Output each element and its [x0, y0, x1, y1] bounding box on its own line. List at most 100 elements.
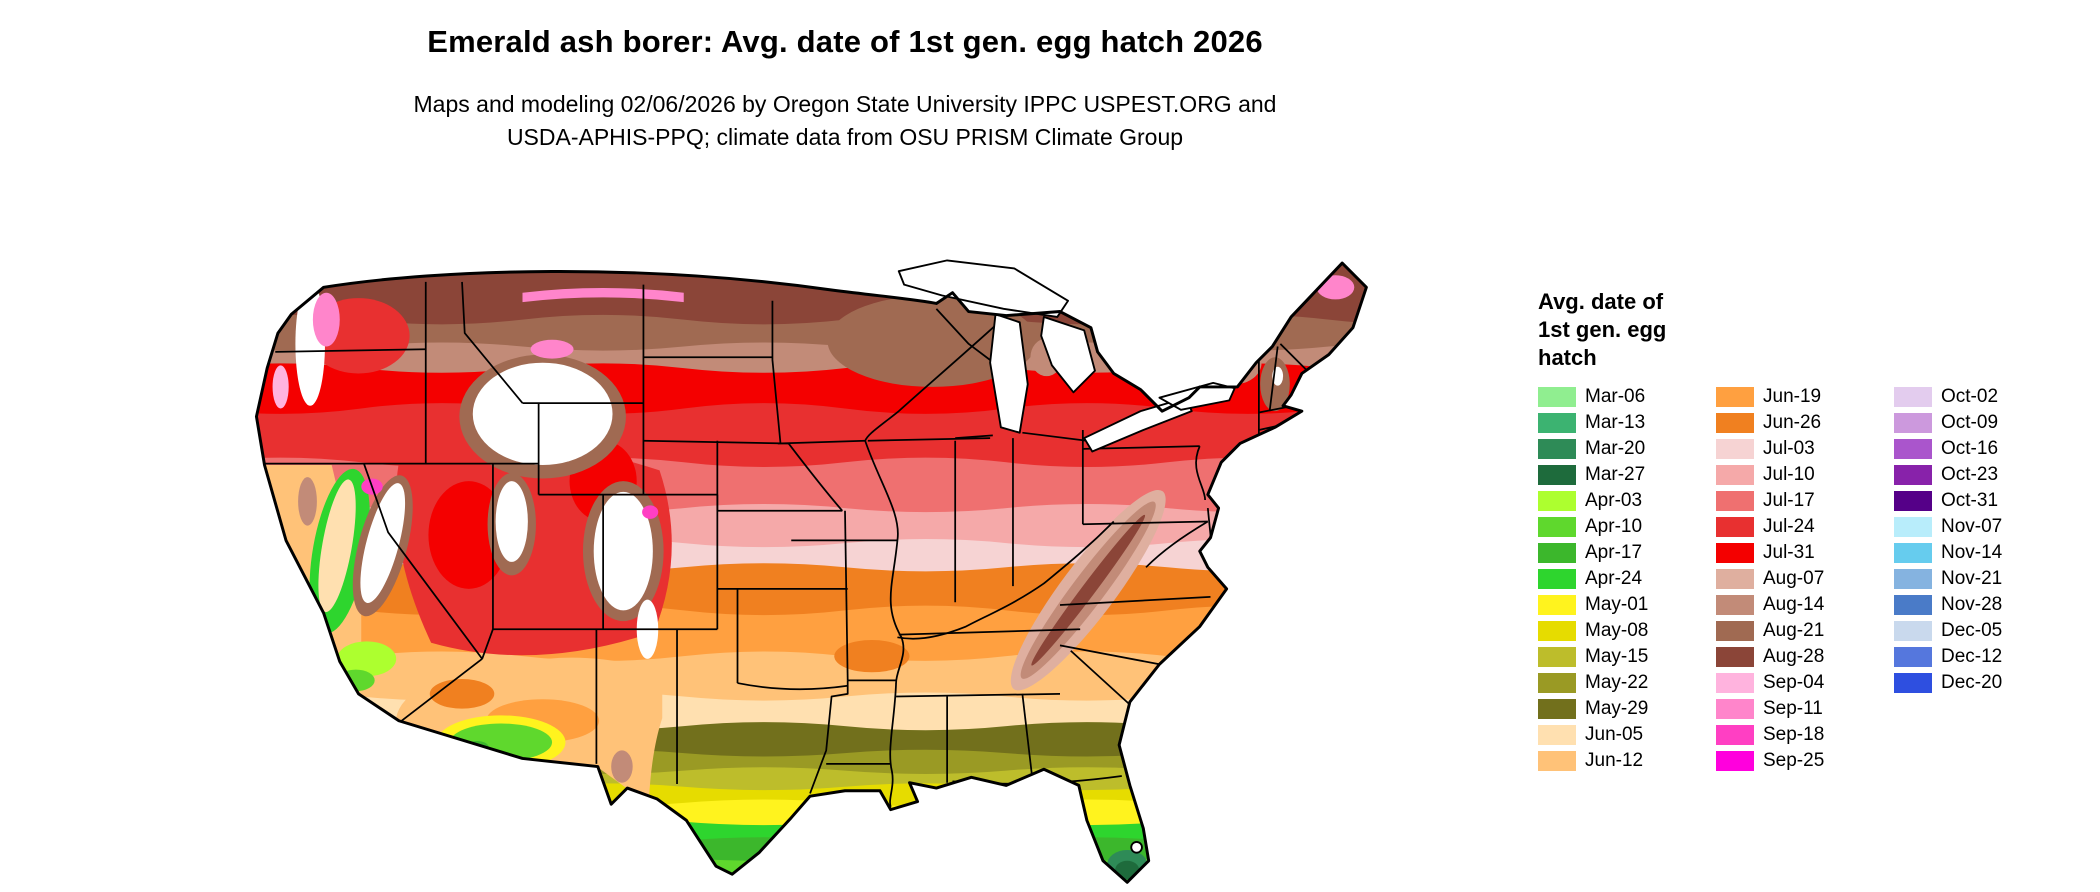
- band-may-08: [256, 783, 1367, 883]
- legend-label: Jun-05: [1585, 724, 1644, 745]
- legend-item: Mar-06: [1538, 384, 1716, 410]
- legend-column: Jun-19 Jun-26 Jul-03 Jul-10 Jul-17 Jul-24 Jul-…: [1716, 384, 1894, 774]
- legend-swatch: [1716, 595, 1754, 615]
- state-borders: [259, 281, 1314, 808]
- legend-label: Aug-07: [1763, 568, 1825, 589]
- band-apr-10: [256, 855, 1367, 883]
- legend-item: Sep-04: [1716, 670, 1894, 696]
- band-apr-17: [256, 837, 1367, 883]
- legend-label: Jun-19: [1763, 386, 1822, 407]
- legend-item: Mar-13: [1538, 410, 1716, 436]
- legend-swatch: [1538, 491, 1576, 511]
- legend-item: Oct-31: [1894, 488, 2072, 514]
- maine-pink-patch: [1316, 275, 1355, 300]
- legend-label: Jun-26: [1763, 412, 1822, 433]
- sierra-snow: [360, 483, 406, 604]
- band-may-01: [256, 799, 1367, 883]
- us-outline: [254, 261, 1368, 884]
- legend-swatch: [1894, 673, 1932, 693]
- legend-item: Mar-27: [1538, 462, 1716, 488]
- legend-label: May-08: [1585, 620, 1649, 641]
- legend-swatch: [1894, 543, 1932, 563]
- legend-label: Sep-25: [1763, 750, 1825, 771]
- legend-swatch: [1716, 387, 1754, 407]
- legend-label: Nov-14: [1941, 542, 2003, 563]
- colorado-rockies-snow: [593, 491, 653, 611]
- legend-item: Nov-07: [1894, 514, 2072, 540]
- legend-item: Oct-09: [1894, 410, 2072, 436]
- legend-label: Sep-18: [1763, 724, 1825, 745]
- legend-item: Dec-05: [1894, 618, 2072, 644]
- legend-swatch: [1716, 621, 1754, 641]
- legend-item: Oct-16: [1894, 436, 2072, 462]
- legend-swatch: [1894, 491, 1932, 511]
- legend-item: Mar-20: [1538, 436, 1716, 462]
- lake-okeechobee: [1130, 840, 1143, 854]
- lake-huron: [1040, 315, 1096, 394]
- legend-swatch: [1716, 569, 1754, 589]
- legend-swatch: [1538, 725, 1576, 745]
- map-legend: Avg. date of 1st gen. egg hatch Mar-06 Ma…: [1538, 288, 2098, 774]
- legend-item: Oct-02: [1894, 384, 2072, 410]
- legend-label: Nov-28: [1941, 594, 2003, 615]
- legend-swatch: [1716, 413, 1754, 433]
- legend-swatch: [1538, 595, 1576, 615]
- legend-label: Jul-03: [1763, 438, 1815, 459]
- legend-swatch: [1538, 647, 1576, 667]
- legend-columns: Mar-06 Mar-13 Mar-20 Mar-27 Apr-03 Apr-10 Apr-…: [1538, 384, 2098, 774]
- band-apr-24: [256, 818, 1367, 883]
- legend-item: Aug-21: [1716, 618, 1894, 644]
- legend-label: Mar-06: [1585, 386, 1646, 407]
- legend-item: Apr-24: [1538, 566, 1716, 592]
- legend-title-line-3: hatch: [1538, 345, 1597, 370]
- legend-label: May-22: [1585, 672, 1649, 693]
- map-attribution: Maps and modeling 02/06/2026 by Oregon S…: [140, 88, 1550, 154]
- legend-item: May-01: [1538, 592, 1716, 618]
- legend-label: Dec-12: [1941, 646, 2003, 667]
- legend-swatch: [1538, 517, 1576, 537]
- legend-swatch: [1716, 465, 1754, 485]
- legend-label: Oct-09: [1941, 412, 1999, 433]
- ozarks-patch: [834, 640, 910, 673]
- legend-label: Mar-20: [1585, 438, 1646, 459]
- legend-label: Nov-07: [1941, 516, 2003, 537]
- legend-label: Aug-21: [1763, 620, 1825, 641]
- legend-swatch: [1716, 491, 1754, 511]
- legend-item: Jul-03: [1716, 436, 1894, 462]
- legend-item: Dec-12: [1894, 644, 2072, 670]
- legend-item: Nov-28: [1894, 592, 2072, 618]
- legend-swatch: [1894, 413, 1932, 433]
- legend-item: Sep-25: [1716, 748, 1894, 774]
- legend-column: Oct-02 Oct-09 Oct-16 Oct-23 Oct-31 Nov-07 Nov-…: [1894, 384, 2072, 774]
- legend-item: Jul-17: [1716, 488, 1894, 514]
- legend-swatch: [1538, 439, 1576, 459]
- legend-swatch: [1538, 387, 1576, 407]
- legend-item: Jun-19: [1716, 384, 1894, 410]
- north-woods-patch: [827, 295, 1038, 387]
- legend-item: Jun-05: [1538, 722, 1716, 748]
- band-may-15: [256, 767, 1367, 883]
- legend-label: Apr-24: [1585, 568, 1643, 589]
- legend-item: May-08: [1538, 618, 1716, 644]
- lake-superior: [897, 259, 1070, 318]
- lake-michigan: [989, 313, 1029, 434]
- legend-label: Oct-16: [1941, 438, 1999, 459]
- legend-item: Jul-31: [1716, 540, 1894, 566]
- legend-label: Jul-17: [1763, 490, 1815, 511]
- legend-item: Jun-12: [1538, 748, 1716, 774]
- band-may-29: [256, 722, 1367, 883]
- legend-label: May-29: [1585, 698, 1649, 719]
- legend-item: Aug-14: [1716, 592, 1894, 618]
- us-map-container: [200, 185, 1490, 885]
- legend-swatch: [1894, 465, 1932, 485]
- legend-swatch: [1538, 673, 1576, 693]
- legend-label: Sep-04: [1763, 672, 1825, 693]
- legend-label: Mar-13: [1585, 412, 1646, 433]
- legend-swatch: [1538, 569, 1576, 589]
- coast-pink-patch: [272, 365, 289, 409]
- wasatch-snow: [495, 481, 528, 562]
- us-choropleth-map: [254, 259, 1368, 884]
- legend-swatch: [1894, 517, 1932, 537]
- legend-title-line-1: Avg. date of: [1538, 289, 1664, 314]
- legend-swatch: [1716, 699, 1754, 719]
